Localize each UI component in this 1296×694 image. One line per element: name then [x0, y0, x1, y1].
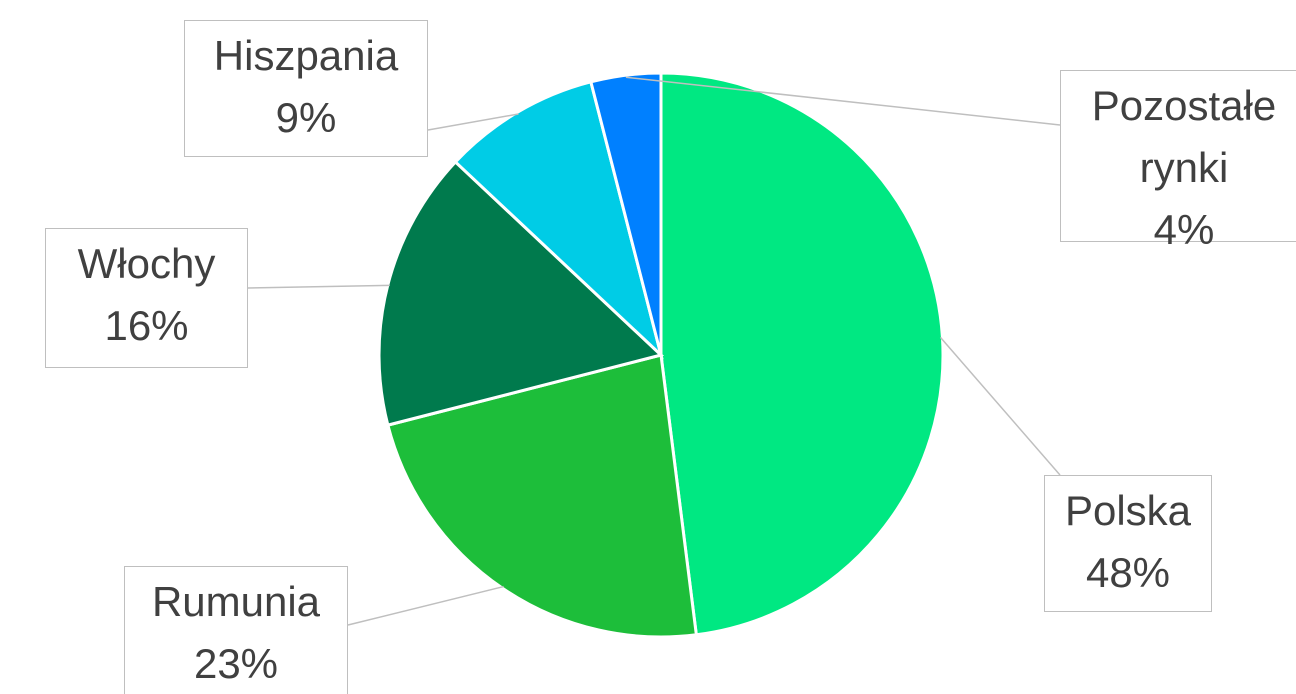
leader-line	[347, 585, 504, 626]
label-name: Pozostałe rynki	[1091, 82, 1277, 191]
leader-line	[247, 284, 390, 289]
leader-line	[939, 336, 1061, 476]
label-name: Rumunia	[151, 578, 321, 625]
label-value: 16%	[104, 302, 189, 349]
pie-slice	[386, 353, 699, 639]
label-name: Włochy	[77, 240, 216, 287]
data-label: Rumunia 23%	[124, 566, 348, 694]
label-value: 9%	[275, 94, 337, 141]
pie-slice	[589, 71, 663, 356]
data-label: Pozostałe rynki 4%	[1060, 70, 1296, 253]
pie-slice	[659, 71, 945, 637]
data-label: Hiszpania 9%	[184, 20, 428, 157]
pie-slice	[453, 80, 664, 360]
label-name: Hiszpania	[213, 32, 399, 79]
leader-line	[427, 113, 519, 131]
label-value: 48%	[1085, 549, 1171, 596]
leader-line	[625, 76, 1061, 126]
label-value: 23%	[193, 640, 279, 687]
label-name: Polska	[1064, 487, 1192, 534]
label-value: 4%	[1153, 206, 1215, 253]
data-label: Włochy 16%	[45, 228, 248, 368]
data-label: Polska 48%	[1044, 475, 1212, 612]
